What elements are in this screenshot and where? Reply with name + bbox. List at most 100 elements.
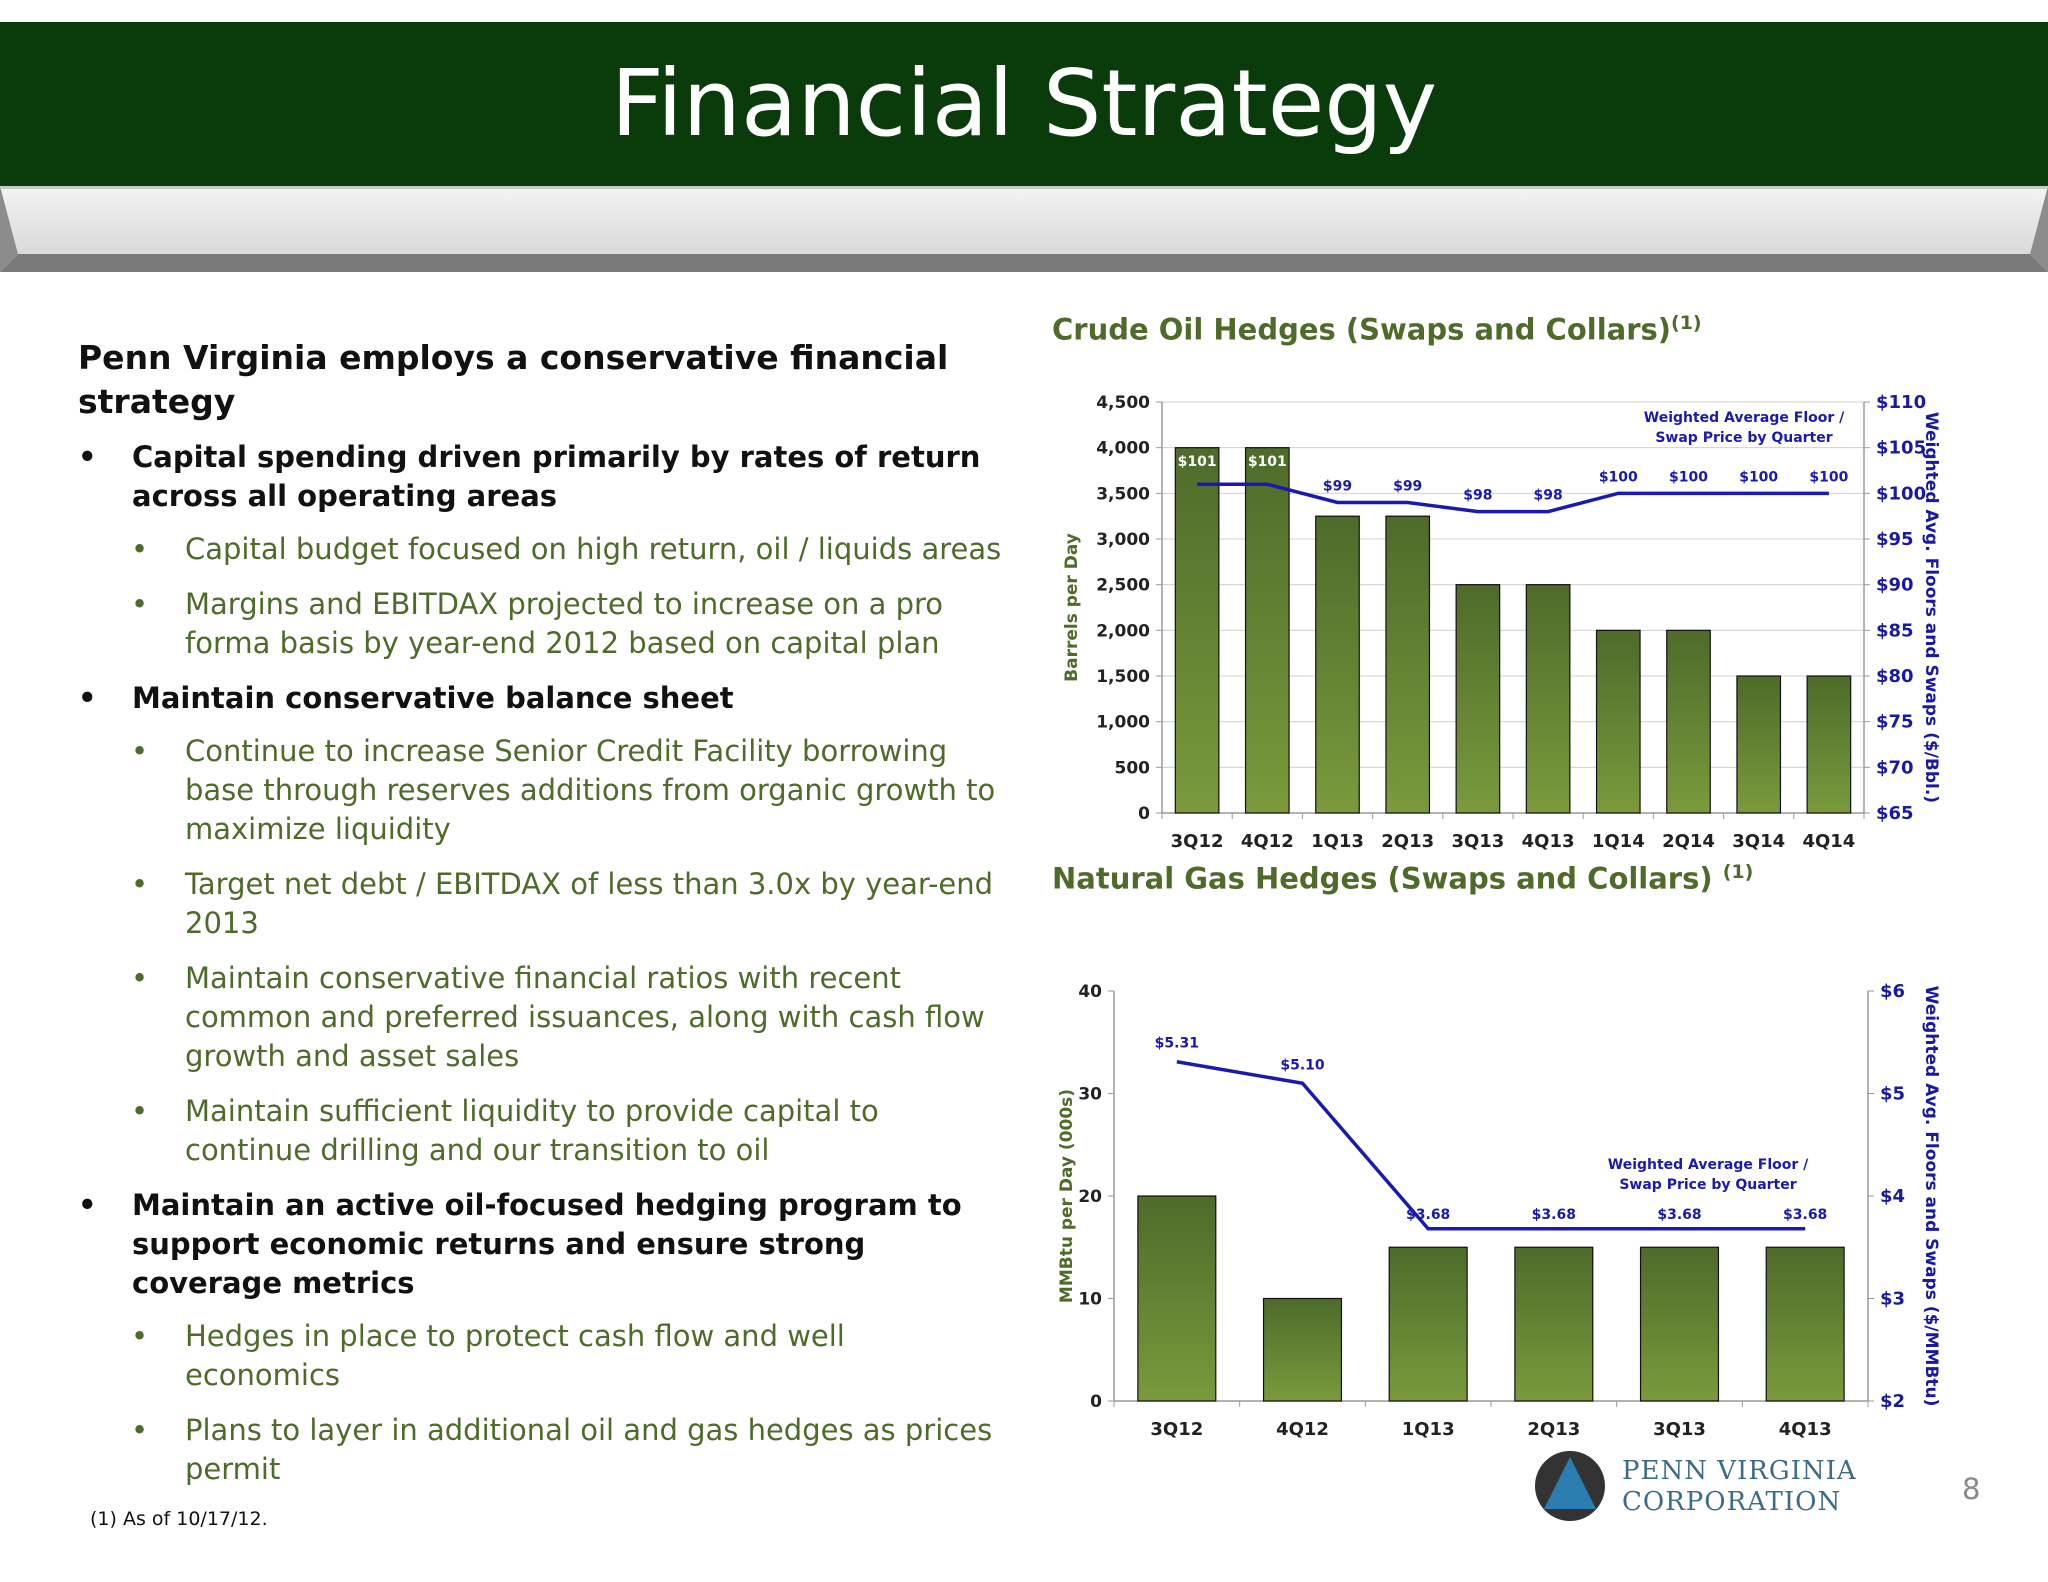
x-tick-label: 4Q13 (1522, 831, 1575, 852)
x-tick-label: 3Q14 (1732, 831, 1785, 852)
y2-tick-label: $95 (1876, 529, 1914, 550)
price-data-label: $101 (1178, 454, 1217, 470)
x-tick-label: 1Q13 (1311, 831, 1364, 852)
bar-2q13 (1514, 1246, 1594, 1402)
y2-tick-label: $80 (1876, 666, 1914, 687)
price-data-label: $3.68 (1532, 1207, 1576, 1223)
x-tick-label: 4Q12 (1276, 1419, 1329, 1440)
y-tick-label: 1,500 (1096, 667, 1150, 687)
crude-oil-hedges-chart: 0 500 1,000 1,500 2,000 2,500 3,000 3,500 4,000 4… (1062, 392, 1941, 852)
y-axis-title: Barrels per Day (1062, 533, 1082, 682)
y-tick-label: 3,500 (1096, 484, 1150, 504)
sub-bullet: • Maintain sufficient liquidity to provid… (131, 1094, 879, 1167)
bar-3q12 (1137, 1195, 1217, 1402)
y-tick-label: 40 (1078, 982, 1102, 1002)
price-data-label: $3.68 (1406, 1207, 1450, 1223)
y-tick-label: 2,500 (1096, 576, 1150, 596)
intro-heading: Penn Virginia employs a conservative fin… (78, 338, 949, 421)
x-tick-label: 4Q12 (1241, 831, 1294, 852)
price-line (1197, 482, 1829, 514)
x-tick-label: 4Q13 (1779, 1419, 1832, 1440)
annotation-text: Swap Price by Quarter (1619, 1177, 1796, 1193)
slide-title: Financial Strategy (610, 50, 1438, 157)
y-tick-label: 3,000 (1096, 530, 1150, 550)
y2-tick-label: $65 (1876, 803, 1914, 824)
bullet-hedging-program: • Maintain an active oil-focused hedging … (78, 1188, 962, 1300)
y2-tick-label: $5 (1880, 1084, 1905, 1105)
bullet-capital-spending: • Capital spending driven primarily by ra… (78, 440, 981, 513)
bar-3q12 (1174, 447, 1220, 814)
price-data-label: $3.68 (1783, 1207, 1827, 1223)
x-tick-label: 3Q12 (1150, 1419, 1203, 1440)
annotation-text: Weighted Average Floor / (1644, 410, 1845, 426)
y2-tick-label: $70 (1876, 757, 1914, 778)
y-tick-label: 1,000 (1096, 713, 1150, 733)
x-tick-label: 4Q14 (1802, 831, 1855, 852)
y-axis-title: MMBtu per Day (000s) (1057, 1089, 1077, 1303)
y2-tick-label: $110 (1876, 392, 1926, 413)
price-line (1176, 1060, 1806, 1231)
bullet-text: Capital spending driven primarily by rat… (132, 440, 981, 513)
bar-4q13 (1525, 584, 1571, 814)
y-tick-label: 10 (1078, 1290, 1102, 1310)
y-tick-label: 0 (1090, 1392, 1102, 1412)
annotation-text: Swap Price by Quarter (1655, 430, 1832, 446)
bar-4q12 (1244, 447, 1290, 814)
bar-3q13 (1455, 584, 1501, 814)
price-data-label: $5.31 (1155, 1036, 1199, 1052)
title-bevel-decoration (0, 186, 2048, 272)
x-tick-label: 2Q14 (1662, 831, 1715, 852)
y-tick-label: 500 (1115, 758, 1151, 778)
x-tick-label: 2Q13 (1381, 831, 1434, 852)
x-tick-label: 3Q12 (1171, 831, 1224, 852)
y2-tick-label: $3 (1880, 1289, 1905, 1310)
bar-1q13 (1388, 1246, 1468, 1402)
y2-tick-label: $4 (1880, 1186, 1905, 1207)
price-data-label: $100 (1599, 469, 1638, 485)
y2-axis-title: Weighted Avg. Floors and Swaps ($/Bbl.) (1921, 412, 1941, 803)
oil-chart-title: Crude Oil Hedges (Swaps and Collars)(1) (1052, 312, 1702, 347)
bar-4q14 (1806, 675, 1852, 814)
price-data-label: $3.68 (1657, 1207, 1701, 1223)
bar-1q13 (1315, 515, 1360, 814)
sub-bullet: • Margins and EBITDAX projected to increa… (131, 587, 944, 660)
price-data-label: $98 (1533, 488, 1562, 504)
bar-3q13 (1639, 1246, 1720, 1402)
price-data-label: $99 (1393, 478, 1422, 494)
sub-bullet: • Continue to increase Senior Credit Faci… (131, 734, 996, 846)
gas-chart-title: Natural Gas Hedges (Swaps and Collars) (… (1052, 861, 1754, 896)
bar-2q13 (1385, 515, 1431, 814)
company-logo-text: PENN VIRGINIA CORPORATION (1622, 1456, 1857, 1517)
price-data-label: $99 (1323, 478, 1352, 494)
x-tick-label: 2Q13 (1527, 1419, 1580, 1440)
penn-virginia-logo-icon (1535, 1451, 1605, 1521)
footnote: (1) As of 10/17/12. (90, 1508, 268, 1530)
sub-bullet: • Target net debt / EBITDAX of less than … (131, 867, 994, 940)
y-tick-label: 0 (1138, 804, 1150, 824)
bar-4q13 (1765, 1246, 1845, 1402)
y2-tick-label: $100 (1876, 483, 1926, 504)
y-tick-label: 4,500 (1096, 393, 1150, 413)
price-data-label: $98 (1463, 488, 1492, 504)
sub-bullet: • Plans to layer in additional oil and ga… (131, 1413, 993, 1486)
y-tick-label: 2,000 (1096, 621, 1150, 641)
y2-tick-label: $90 (1876, 575, 1914, 596)
bullet-balance-sheet: • Maintain conservative balance sheet (78, 681, 734, 715)
bar-4q12 (1262, 1297, 1343, 1402)
y2-tick-label: $85 (1876, 620, 1914, 641)
bar-3q14 (1736, 675, 1782, 814)
x-tick-label: 3Q13 (1653, 1419, 1706, 1440)
bar-2q14 (1666, 629, 1711, 814)
price-data-label: $100 (1669, 469, 1708, 485)
strategy-text: Penn Virginia employs a conservative fin… (78, 336, 1008, 1505)
x-tick-label: 1Q14 (1592, 831, 1645, 852)
sub-bullet: • Hedges in place to protect cash flow an… (131, 1319, 845, 1392)
x-tick-label: 1Q13 (1402, 1419, 1455, 1440)
price-data-label: $100 (1809, 469, 1848, 485)
y-tick-label: 20 (1078, 1187, 1102, 1207)
price-data-label: $101 (1248, 454, 1287, 470)
bullet-text: Maintain conservative balance sheet (132, 681, 734, 715)
y-tick-label: 4,000 (1096, 439, 1150, 459)
y2-tick-label: $75 (1876, 712, 1914, 733)
bullet-text: Maintain an active oil-focused hedging p… (132, 1188, 962, 1300)
